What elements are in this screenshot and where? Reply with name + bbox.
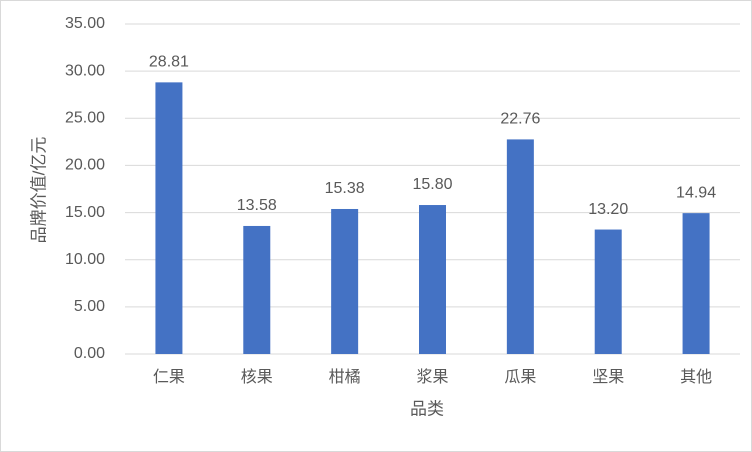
x-axis-label: 品类: [410, 399, 444, 418]
data-label: 15.80: [412, 176, 452, 193]
y-axis-label: 品牌价值/亿元: [29, 137, 48, 244]
x-tick-label: 瓜果: [504, 369, 536, 386]
bar: [243, 225, 271, 354]
data-label: 14.94: [676, 184, 716, 201]
y-tick-label: 15.00: [65, 204, 105, 221]
y-tick-label: 5.00: [74, 298, 105, 315]
x-tick-label: 浆果: [416, 368, 448, 386]
y-tick-label: 25.00: [65, 110, 105, 127]
x-tick-label: 仁果: [153, 368, 185, 386]
y-tick-label: 20.00: [65, 157, 105, 174]
bar: [419, 205, 446, 354]
data-label: 15.38: [325, 180, 365, 197]
y-tick-label: 0.00: [74, 345, 105, 362]
y-tick-label: 10.00: [65, 251, 105, 268]
bar: [506, 139, 534, 354]
y-tick-label: 30.00: [65, 62, 105, 79]
bar: [331, 208, 359, 354]
bar: [594, 229, 622, 354]
data-label: 28.81: [149, 54, 189, 71]
bar: [155, 82, 183, 354]
y-tick-label: 35.00: [65, 15, 105, 32]
data-label: 13.58: [237, 197, 277, 214]
data-label: 22.76: [500, 111, 540, 128]
data-label: 13.20: [588, 201, 628, 218]
x-tick-label: 核果: [241, 368, 273, 386]
x-tick-label: 坚果: [592, 368, 624, 386]
x-tick-label: 柑橘: [329, 368, 361, 386]
bar: [682, 213, 710, 354]
x-tick-label: 其他: [680, 368, 712, 386]
